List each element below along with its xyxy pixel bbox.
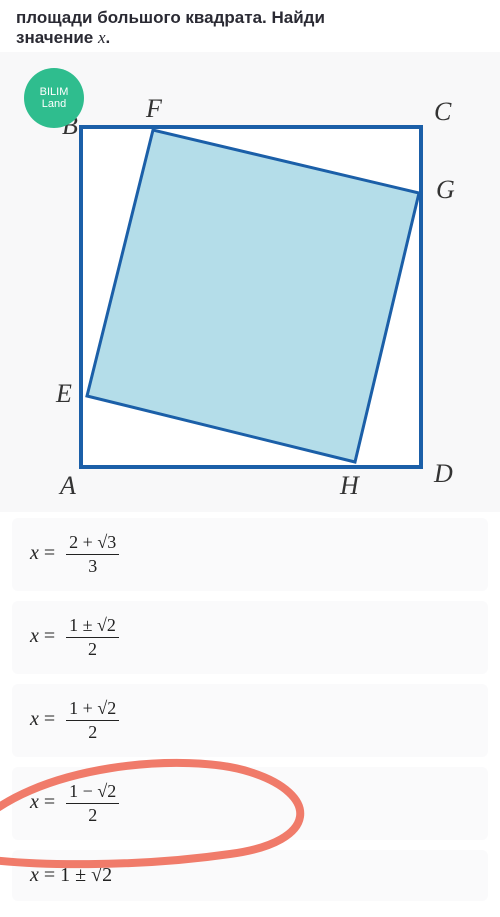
question-text: площади большого квадрата. Найди значени… bbox=[0, 0, 500, 52]
numerator: 1 − √2 bbox=[66, 781, 119, 804]
denominator: 2 bbox=[85, 721, 100, 743]
question-line2-prefix: значение bbox=[16, 28, 98, 47]
numerator: 1 ± √2 bbox=[66, 615, 119, 638]
answer-list: x = 2 + √3 3 x = 1 ± √2 2 x = 1 + √2 2 x… bbox=[0, 512, 500, 917]
vertex-label: C bbox=[434, 97, 452, 126]
answer-lhs: x bbox=[30, 791, 39, 813]
answer-option[interactable]: x = 2 + √3 3 bbox=[12, 518, 488, 591]
geometry-figure: BFCGEAHD bbox=[16, 62, 486, 502]
vertex-label: D bbox=[433, 459, 453, 488]
question-var: x bbox=[98, 28, 106, 47]
answer-option[interactable]: x = 1 + √2 2 bbox=[12, 684, 488, 757]
answer-lhs: x bbox=[30, 864, 39, 886]
answer-option[interactable]: x = 1 ± √2 bbox=[12, 850, 488, 901]
denominator: 2 bbox=[85, 638, 100, 660]
answer-expr: 1 ± √2 bbox=[60, 864, 112, 886]
vertex-label: H bbox=[339, 471, 360, 500]
numerator: 1 + √2 bbox=[66, 698, 119, 721]
answer-option[interactable]: x = 1 − √2 2 bbox=[12, 767, 488, 840]
vertex-label: G bbox=[436, 175, 455, 204]
badge-line2: Land bbox=[42, 98, 66, 110]
question-line1: площади большого квадрата. Найди bbox=[16, 8, 325, 27]
answer-lhs: x bbox=[30, 542, 39, 564]
fraction: 1 + √2 2 bbox=[66, 698, 119, 743]
vertex-label: F bbox=[145, 94, 163, 123]
fraction: 1 − √2 2 bbox=[66, 781, 119, 826]
fraction: 2 + √3 3 bbox=[66, 532, 119, 577]
answer-option[interactable]: x = 1 ± √2 2 bbox=[12, 601, 488, 674]
numerator: 2 + √3 bbox=[66, 532, 119, 555]
denominator: 2 bbox=[85, 804, 100, 826]
figure-area: BILIM Land BFCGEAHD bbox=[0, 52, 500, 512]
vertex-label: A bbox=[58, 471, 76, 500]
answer-lhs: x bbox=[30, 708, 39, 730]
fraction: 1 ± √2 2 bbox=[66, 615, 119, 660]
vertex-label: E bbox=[55, 379, 72, 408]
brand-badge: BILIM Land bbox=[24, 68, 84, 128]
denominator: 3 bbox=[85, 555, 100, 577]
question-line2-suffix: . bbox=[106, 28, 111, 47]
badge-line1: BILIM bbox=[40, 86, 69, 98]
answer-lhs: x bbox=[30, 625, 39, 647]
